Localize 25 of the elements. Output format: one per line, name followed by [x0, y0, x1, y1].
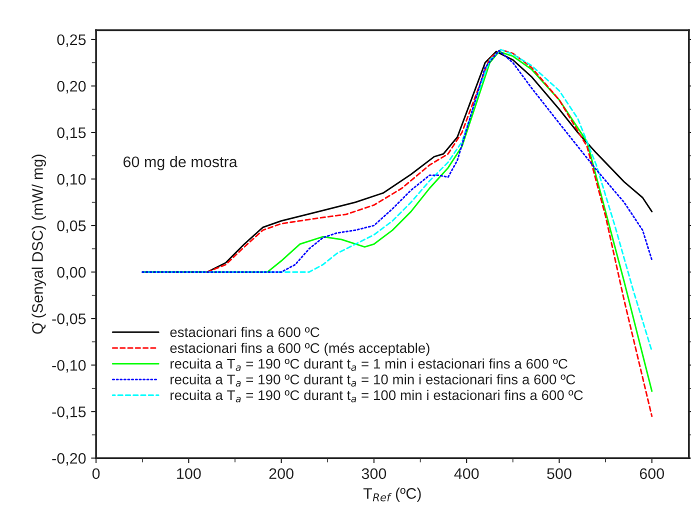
y-tick-label: 0,20	[57, 80, 86, 94]
x-tick-label: 500	[547, 468, 572, 480]
y-tick-label: -0,10	[52, 360, 86, 373]
x-tick-label: 400	[454, 468, 479, 480]
annotation: 60 mg de mostra	[124, 156, 238, 170]
x-tick-label: 300	[362, 468, 386, 480]
x-tick-label: 600	[640, 468, 664, 480]
y-tick-label: 0,25	[57, 34, 86, 47]
x-tick-label: 200	[269, 468, 294, 480]
y-tick-label: -0,20	[52, 452, 86, 466]
y-tick-label: -0,15	[52, 406, 86, 420]
legend-label: estacionari fins a 600 ºC (més acceptable)	[170, 342, 430, 356]
y-tick-label: 0,10	[57, 174, 86, 187]
legend-label: recuita a T$_{a}$ = 190 ºC durant t$_{a}$ = 10 min i estacionari fins a 600 ºC	[170, 374, 576, 387]
x-axis-title: T$_{Ref}$ (ºC)	[363, 488, 421, 502]
legend-label: recuita a T$_{a}$ = 190 ºC durant t$_{a}$ = 100 min i estacionari fins a 600 ºC	[170, 390, 583, 402]
x-tick-label: 100	[177, 468, 201, 480]
legend-label: recuita a T$_{a}$ = 190 ºC durant t$_{a}$ = 1 min i estacionari fins a 600 ºC	[170, 358, 568, 371]
x-tick-label: 0	[92, 468, 100, 480]
y-axis-title: Q̇ (Senyal DSC) (mW/ mg)	[32, 154, 46, 334]
y-tick-label: -0,05	[52, 313, 86, 326]
y-tick-label: 0,15	[57, 127, 86, 140]
legend-label: estacionari fins a 600 ºC	[170, 326, 320, 338]
y-tick-label: 0,00	[57, 266, 86, 280]
y-tick-label: 0,05	[57, 220, 86, 234]
